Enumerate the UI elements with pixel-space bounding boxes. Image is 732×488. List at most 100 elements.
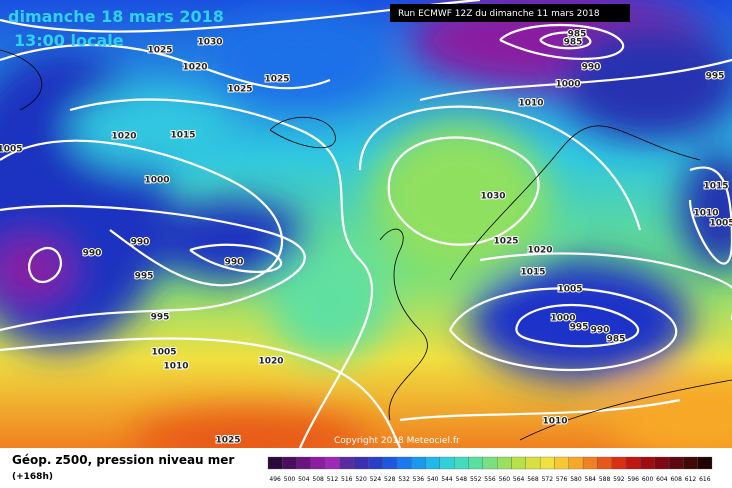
- legend-label: 588: [599, 476, 611, 483]
- legend-swatch: [568, 456, 584, 470]
- isobar-label: 995: [135, 272, 154, 282]
- isobar-label: 1025: [227, 85, 252, 95]
- isobar-label: 1015: [703, 182, 728, 192]
- isobar-label: 990: [83, 249, 102, 259]
- legend-swatch: [396, 456, 412, 470]
- legend-label: 516: [341, 476, 353, 483]
- legend-label: 532: [398, 476, 410, 483]
- isobar-label: 1000: [550, 314, 575, 324]
- legend-label: 604: [656, 476, 668, 483]
- isobar-label: 1025: [215, 436, 240, 446]
- isobar-label: 990: [591, 326, 610, 336]
- isobar-label: 1015: [520, 268, 545, 278]
- legend-swatch: [683, 456, 698, 470]
- legend-label: 520: [355, 476, 367, 483]
- legend-swatch: [454, 456, 469, 470]
- legend-swatch: [368, 456, 383, 470]
- map-date: dimanche 18 mars 2018: [8, 7, 224, 26]
- legend-swatch: [411, 456, 426, 470]
- isobar-label: 1020: [258, 357, 283, 367]
- isobar-label: 1020: [111, 132, 136, 142]
- legend-label: 576: [556, 476, 568, 483]
- isobar-label: 995: [570, 323, 589, 333]
- isobar-label: 995: [151, 313, 170, 323]
- run-info: Run ECMWF 12Z du dimanche 11 mars 2018: [398, 9, 600, 19]
- legend-label: 592: [613, 476, 625, 483]
- legend-swatch: [439, 456, 455, 470]
- legend-label: 572: [542, 476, 554, 483]
- isobar-label: 1020: [182, 63, 207, 73]
- legend-swatch: [525, 456, 541, 470]
- legend-swatch: [382, 456, 398, 470]
- isobar-label: 1005: [0, 145, 23, 155]
- legend-label: 504: [298, 476, 310, 483]
- legend-swatch: [325, 456, 340, 470]
- legend-label: 524: [370, 476, 382, 483]
- legend-swatch: [497, 456, 512, 470]
- legend-swatch: [554, 456, 569, 470]
- legend-swatch: [582, 456, 598, 470]
- legend-label: 536: [413, 476, 425, 483]
- legend: 496 500 504 508 512 516 520 524 528 532 536 540 544 5…: [267, 456, 713, 483]
- legend-swatch: [310, 456, 326, 470]
- legend-label: 540: [427, 476, 439, 483]
- legend-swatch: [654, 456, 670, 470]
- legend-label: 568: [527, 476, 539, 483]
- legend-label: 548: [456, 476, 468, 483]
- legend-label: 612: [685, 476, 697, 483]
- isobar-label: 1005: [151, 348, 176, 358]
- legend-swatch: [539, 456, 555, 470]
- isobar-label: 1030: [197, 38, 222, 48]
- legend-label: 528: [384, 476, 396, 483]
- isobar-label: 995: [706, 72, 725, 82]
- legend-swatch: [353, 456, 369, 470]
- legend-swatch: [339, 456, 355, 470]
- isobar-label: 985: [568, 30, 587, 40]
- legend-label: 508: [312, 476, 324, 483]
- legend-swatch: [511, 456, 526, 470]
- legend-swatch: [668, 456, 684, 470]
- legend-label: 616: [699, 476, 711, 483]
- legend-label: 512: [327, 476, 339, 483]
- legend-label: 496: [269, 476, 281, 483]
- legend-label: 564: [513, 476, 525, 483]
- map-time: 13:00 locale: [14, 31, 124, 50]
- isobar-label: 990: [582, 63, 601, 73]
- run-box: [390, 4, 630, 22]
- field: [0, 0, 732, 448]
- isobar-label: 1010: [163, 362, 188, 372]
- legend-swatch: [425, 456, 441, 470]
- legend-label: 560: [499, 476, 511, 483]
- legend-swatch: [611, 456, 627, 470]
- legend-label: 552: [470, 476, 482, 483]
- legend-label: 608: [670, 476, 682, 483]
- legend-swatch: [296, 456, 312, 470]
- legend-label: 556: [484, 476, 496, 483]
- footer-subtitle: (+168h): [12, 472, 53, 482]
- legend-swatch: [625, 456, 641, 470]
- isobar-label: 1000: [144, 176, 169, 186]
- legend-swatch: [468, 456, 483, 470]
- isobar-label: 1025: [493, 237, 518, 247]
- legend-label: 596: [627, 476, 639, 483]
- legend-label: 544: [441, 476, 453, 483]
- legend-swatch: [597, 456, 612, 470]
- legend-label: 600: [642, 476, 654, 483]
- legend-swatch: [482, 456, 498, 470]
- legend-label: 500: [284, 476, 296, 483]
- legend-swatch: [282, 456, 297, 470]
- isobar-label: 1025: [264, 75, 289, 85]
- legend-label: 580: [570, 476, 582, 483]
- isobar-label: 1000: [555, 80, 580, 90]
- isobar-label: 985: [564, 38, 583, 48]
- isobar-label: 985: [607, 335, 626, 345]
- isobar-label: 1005: [709, 219, 732, 229]
- isobar-label: 1010: [518, 99, 543, 109]
- isobar-label: 1015: [170, 131, 195, 141]
- copyright: Copyright 2018 Meteociel.fr: [334, 436, 460, 446]
- legend-swatch: [640, 456, 655, 470]
- isobar-label: 1005: [557, 285, 582, 295]
- isobar-label: 1010: [693, 209, 718, 219]
- legend-swatch: [697, 456, 713, 470]
